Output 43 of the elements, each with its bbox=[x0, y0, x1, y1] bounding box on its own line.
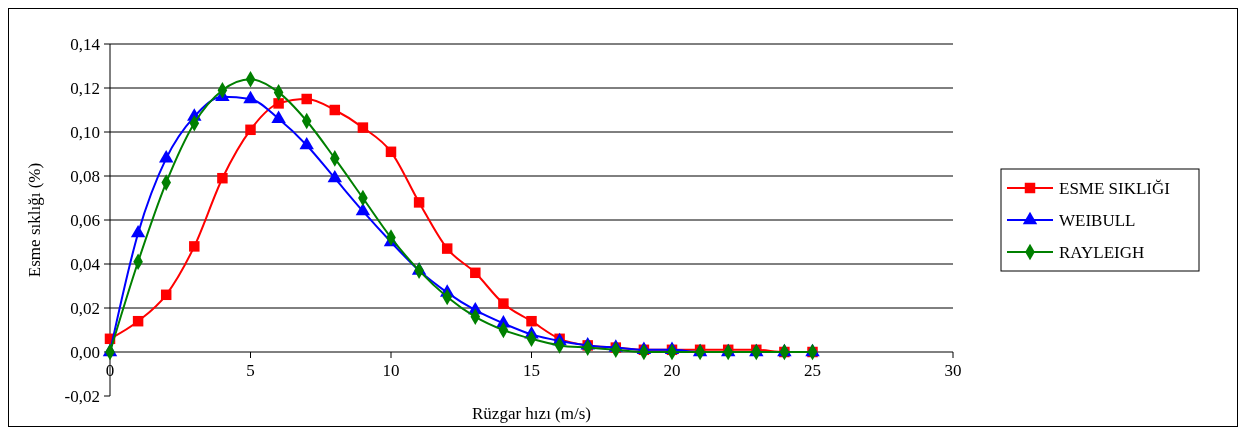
y-tick-label: 0,08 bbox=[70, 166, 100, 186]
point bbox=[301, 93, 312, 105]
x-tick-label: 15 bbox=[523, 361, 540, 380]
x-tick-label: 0 bbox=[105, 361, 115, 380]
point bbox=[327, 169, 343, 183]
point bbox=[526, 315, 537, 327]
point bbox=[413, 197, 425, 208]
y-tick-label: 0,04 bbox=[70, 254, 101, 274]
y-tick-label: 0,02 bbox=[70, 298, 100, 318]
point bbox=[329, 104, 341, 116]
point bbox=[271, 110, 286, 123]
x-tick-label: 25 bbox=[804, 361, 821, 380]
x-tick-label: 5 bbox=[246, 361, 255, 380]
point bbox=[245, 124, 256, 136]
point bbox=[160, 289, 172, 301]
y-tick-label: 0,12 bbox=[70, 78, 100, 98]
legend-label: RAYLEIGH bbox=[1059, 242, 1145, 262]
y-tick-label: 0,06 bbox=[70, 210, 100, 230]
point bbox=[243, 90, 258, 104]
point bbox=[132, 315, 144, 327]
point bbox=[299, 136, 314, 150]
y-tick-label: -0,02 bbox=[64, 386, 100, 406]
y-tick-label: 0,10 bbox=[70, 122, 100, 142]
point bbox=[441, 243, 453, 254]
x-tick-label: 20 bbox=[663, 361, 681, 380]
point bbox=[385, 146, 397, 158]
legend-label: WEIBULL bbox=[1059, 210, 1136, 230]
x-axis-title: Rüzgar hızı (m/s) bbox=[472, 404, 591, 423]
point bbox=[273, 98, 284, 109]
point bbox=[470, 267, 481, 279]
point bbox=[498, 298, 509, 309]
y-tick-label: 0,14 bbox=[70, 34, 101, 54]
legend-label: ESME SIKLIĞI bbox=[1059, 178, 1171, 198]
point bbox=[158, 150, 174, 163]
point bbox=[130, 224, 146, 238]
y-tick-label: 0,00 bbox=[70, 342, 100, 362]
point bbox=[357, 122, 369, 133]
x-tick-label: 10 bbox=[382, 361, 400, 380]
x-tick-label: 30 bbox=[944, 361, 962, 380]
y-axis-title: Esme sıklığı (%) bbox=[25, 162, 44, 278]
point bbox=[355, 202, 371, 216]
point bbox=[189, 241, 200, 252]
point bbox=[217, 172, 228, 184]
